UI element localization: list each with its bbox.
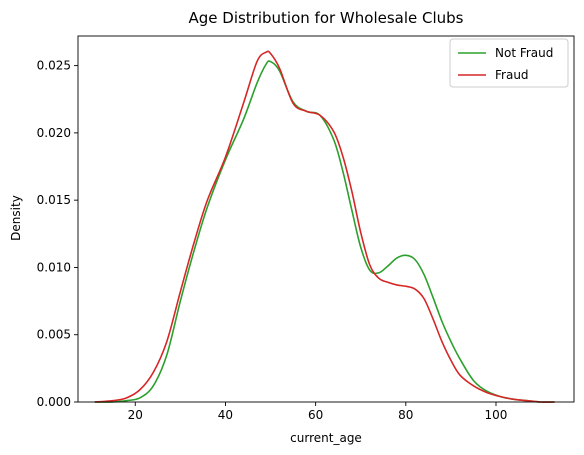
x-tick-label: 100 [485,408,508,422]
series-line-fraud [94,50,555,403]
axes-frame [77,35,575,403]
y-tick-label: 0.020 [37,126,71,140]
y-tick-label: 0.025 [37,59,71,73]
legend-label-not-fraud: Not Fraud [495,46,553,60]
series-line-not-fraud [94,60,555,403]
chart-title: Age Distribution for Wholesale Clubs [188,9,463,27]
legend-label-fraud: Fraud [495,68,529,82]
x-tick-label: 20 [128,408,143,422]
y-tick-label: 0.000 [37,395,71,409]
y-tick-label: 0.015 [37,193,71,207]
y-tick-label: 0.010 [37,260,71,274]
x-tick-label: 40 [218,408,233,422]
x-tick-label: 60 [308,408,323,422]
y-axis-label: Density [9,195,23,241]
x-axis-label: current_age [290,431,362,445]
y-tick-label: 0.005 [37,328,71,342]
x-tick-label: 80 [398,408,413,422]
legend: Not Fraud Fraud [449,38,569,88]
plot-area: 20 40 60 80 100 0.000 0.005 0.010 0.015 0.020 0.02… [37,35,575,422]
